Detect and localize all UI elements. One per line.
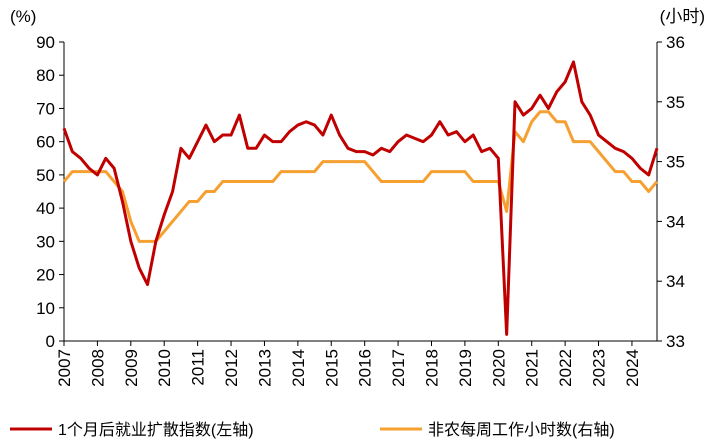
y-tick-label: 40 [36,199,55,218]
legend-label: 非农每周工作小时数(右轴) [428,421,615,439]
x-tick-label: 2023 [590,349,609,387]
series-line [62,60,659,336]
x-tick-label: 2012 [222,349,241,387]
y-tick-label: 80 [36,66,55,85]
y-tick-label: 70 [36,99,55,118]
x-tick-label: 2020 [489,349,508,387]
y-tick-label: 0 [46,332,55,351]
y2-tick-label: 34 [666,272,685,291]
x-tick-label: 2007 [55,349,74,387]
legend-label: 1个月后就业扩散指数(左轴) [58,421,254,439]
x-tick-label: 2013 [255,349,274,387]
y-unit: (%) [10,7,36,26]
y2-tick-label: 33 [666,332,685,351]
y2-tick-label: 35 [666,153,685,172]
x-tick-label: 2014 [289,349,308,387]
y-tick-label: 90 [36,33,55,52]
x-tick-label: 2011 [189,349,208,386]
y2-tick-label: 36 [666,33,685,52]
x-tick-label: 2021 [523,349,542,387]
x-tick-label: 2010 [155,349,174,387]
y-tick-label: 10 [36,299,55,318]
x-tick-label: 2008 [88,349,107,387]
y2-tick-label: 34 [666,212,685,231]
x-tick-label: 2015 [322,349,341,387]
y-tick-label: 30 [36,232,55,251]
x-tick-label: 2018 [422,349,441,387]
x-tick-label: 2022 [556,349,575,387]
x-tick-label: 2019 [456,349,475,387]
x-tick-label: 2024 [623,349,642,387]
y-tick-label: 20 [36,266,55,285]
x-tick-label: 2017 [389,349,408,387]
x-tick-label: 2009 [122,349,141,387]
y2-tick-label: 35 [666,93,685,112]
y-tick-label: 60 [36,133,55,152]
series-line [62,110,659,243]
y2-unit: (小时) [660,7,705,26]
x-tick-label: 2016 [356,349,375,387]
y-tick-label: 50 [36,166,55,185]
